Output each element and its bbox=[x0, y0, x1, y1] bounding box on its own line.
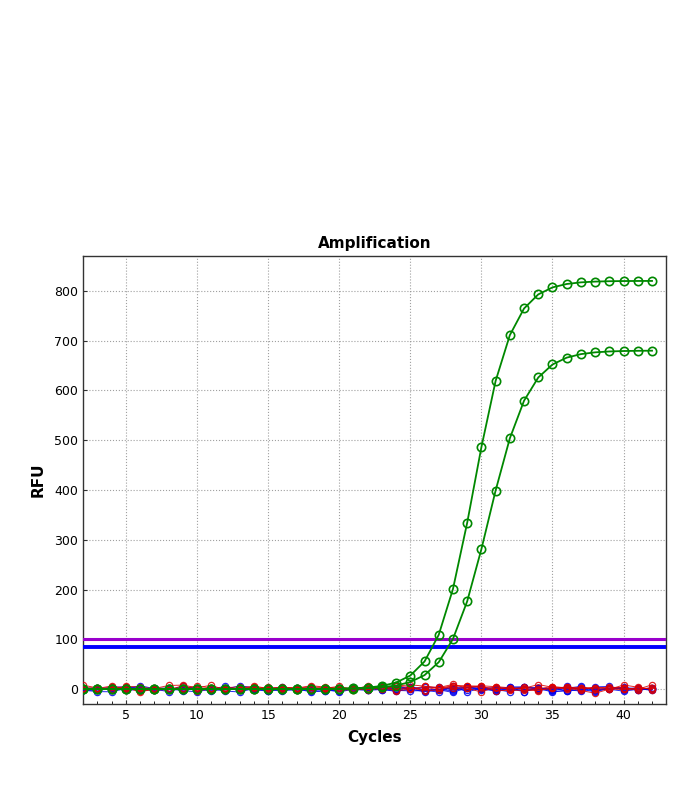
Y-axis label: RFU: RFU bbox=[31, 462, 46, 498]
Title: Amplification: Amplification bbox=[318, 236, 432, 250]
X-axis label: Cycles: Cycles bbox=[348, 730, 402, 745]
